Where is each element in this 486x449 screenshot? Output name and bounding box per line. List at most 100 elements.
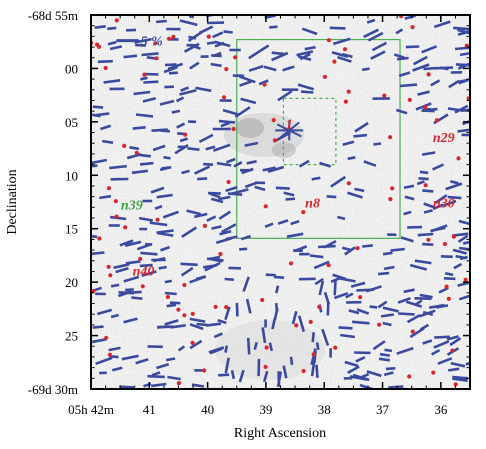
polarization-vector	[331, 51, 349, 58]
polarization-vector	[164, 63, 177, 67]
polarization-vector	[218, 119, 236, 124]
polarization-vector	[150, 382, 167, 388]
polarization-vector	[248, 64, 264, 72]
polarization-vector	[212, 258, 223, 263]
polarization-vector	[195, 86, 212, 93]
red-dot	[301, 210, 306, 215]
polarization-vector	[382, 306, 399, 313]
polarization-vector	[189, 323, 204, 331]
polarization-vector	[454, 104, 469, 114]
polarization-vector	[271, 51, 289, 62]
polarization-vector	[203, 162, 214, 166]
polarization-vector	[125, 260, 141, 265]
polarization-vector	[240, 234, 252, 241]
polarization-vector	[181, 226, 198, 238]
red-dot	[233, 55, 238, 60]
polarization-vector	[330, 175, 346, 188]
polarization-vector	[91, 113, 101, 118]
red-dot	[222, 95, 227, 100]
region-boxes	[236, 38, 401, 239]
polarization-vector	[224, 306, 231, 321]
red-dot	[103, 65, 108, 71]
polarization-vector	[409, 263, 428, 271]
polarization-vector	[347, 156, 356, 161]
polarization-vector	[213, 332, 223, 339]
polarization-vector	[179, 137, 189, 143]
polarization-vector	[133, 90, 151, 96]
red-dot	[343, 99, 348, 104]
polarization-vector	[440, 255, 453, 259]
polarization-vector	[143, 80, 159, 84]
polarization-vector	[212, 143, 231, 152]
red-dot	[260, 297, 265, 303]
polarization-vector	[160, 129, 171, 133]
polarization-vector	[282, 365, 288, 379]
polarization-vector	[179, 19, 198, 27]
red-dot	[182, 282, 187, 288]
polarization-vector	[170, 324, 186, 329]
polarization-vector	[91, 251, 105, 256]
polarization-vector	[275, 186, 290, 190]
polarization-vector	[124, 288, 134, 292]
polarization-vector	[399, 83, 418, 88]
polarization-vector	[171, 109, 181, 114]
polarization-vector	[356, 308, 370, 315]
red-dot	[288, 261, 294, 266]
polarization-vector	[211, 225, 222, 230]
red-dot	[138, 256, 143, 262]
red-dot	[114, 18, 119, 23]
polarization-vector	[156, 325, 170, 329]
polarization-vector	[245, 298, 252, 314]
polarization-vector	[338, 326, 353, 330]
polarization-vector	[404, 15, 416, 20]
polarization-vector	[369, 305, 378, 309]
polarization-vector	[177, 345, 186, 352]
polarization-vector	[421, 151, 436, 156]
polarization-vector	[434, 335, 450, 339]
polarization-vector	[129, 146, 140, 151]
polarization-vector	[283, 191, 295, 197]
polarization-vector	[311, 332, 315, 343]
polarization-vector	[239, 247, 248, 251]
polarization-vector	[403, 288, 415, 294]
polarization-vector	[430, 79, 441, 87]
polarization-vector	[140, 76, 148, 81]
polarization-vector	[434, 194, 448, 204]
red-dot	[322, 74, 327, 79]
polarization-vector	[113, 263, 130, 270]
polarization-vector	[160, 245, 171, 252]
red-dot	[390, 186, 395, 191]
polarization-vector	[118, 291, 135, 295]
polarization-vector	[110, 215, 127, 221]
polarization-vector	[315, 364, 319, 378]
polarization-vector	[276, 371, 283, 388]
polarization-vector	[453, 262, 463, 270]
polarization-vector	[382, 251, 393, 256]
polarization-vector	[240, 97, 257, 105]
polarization-vector	[435, 66, 454, 70]
polarization-vector	[241, 167, 254, 175]
polarization-vector	[218, 210, 232, 220]
polarization-vector	[187, 147, 200, 151]
polarization-vector	[235, 302, 239, 317]
red-dot	[377, 322, 382, 327]
polarization-vector	[222, 108, 240, 116]
polarization-vector	[412, 55, 428, 66]
polarization-vector	[438, 286, 449, 294]
polarization-vector	[261, 44, 270, 51]
polarization-vector	[398, 71, 411, 78]
polarization-vector	[212, 31, 224, 39]
polarization-vector	[151, 371, 161, 377]
polarization-vector	[169, 301, 181, 305]
y-tick-label: 15	[65, 222, 78, 237]
polarization-vector	[274, 302, 279, 313]
polarization-vector	[189, 275, 207, 284]
axis-ticks	[90, 14, 471, 390]
polarization-vector	[452, 375, 469, 380]
red-dot	[431, 370, 436, 375]
polarization-vector	[351, 320, 370, 325]
polarization-vector	[91, 234, 98, 239]
polarization-vector	[454, 46, 470, 51]
y-axis-label: Declination	[5, 169, 20, 234]
polarization-vector	[258, 79, 269, 86]
